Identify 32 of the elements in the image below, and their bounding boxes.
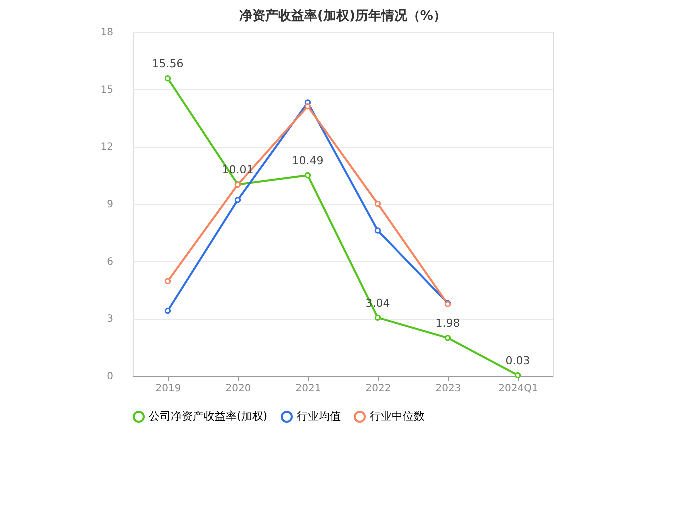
y-tick-label: 3 xyxy=(107,314,114,326)
x-tick-label: 2022 xyxy=(366,384,392,394)
x-tick-label: 2020 xyxy=(226,384,252,394)
data-label: 15.56 xyxy=(152,58,184,71)
data-label: 1.98 xyxy=(436,317,460,330)
legend-label: 行业中位数 xyxy=(370,410,425,423)
y-tick-label: 15 xyxy=(100,84,114,96)
x-tick-label: 2024Q1 xyxy=(498,384,538,394)
legend-label: 公司净资产收益率(加权) xyxy=(149,410,268,423)
y-tick-label: 0 xyxy=(107,372,114,382)
x-tick-label: 2019 xyxy=(156,384,182,394)
x-tick-label: 2021 xyxy=(296,384,322,394)
point xyxy=(164,278,172,284)
point xyxy=(164,308,172,314)
point xyxy=(514,372,522,379)
y-tick-label: 6 xyxy=(107,256,114,268)
data-label: 0.03 xyxy=(506,354,530,368)
data-label: 10.49 xyxy=(292,154,324,168)
point xyxy=(304,103,312,110)
point xyxy=(374,314,382,321)
y-tick-label: 12 xyxy=(100,142,114,154)
point xyxy=(374,228,382,234)
point xyxy=(444,335,452,342)
y-tick-label: 9 xyxy=(107,200,114,210)
point xyxy=(304,172,312,179)
legend-label: 行业均值 xyxy=(297,410,341,423)
point xyxy=(374,200,382,208)
point xyxy=(164,76,172,82)
y-tick-label: 18 xyxy=(100,28,114,38)
x-tick-label: 2023 xyxy=(436,384,462,394)
point xyxy=(234,197,242,204)
chart-title: 净资产收益率(加权)历年情况（%） xyxy=(240,8,446,24)
